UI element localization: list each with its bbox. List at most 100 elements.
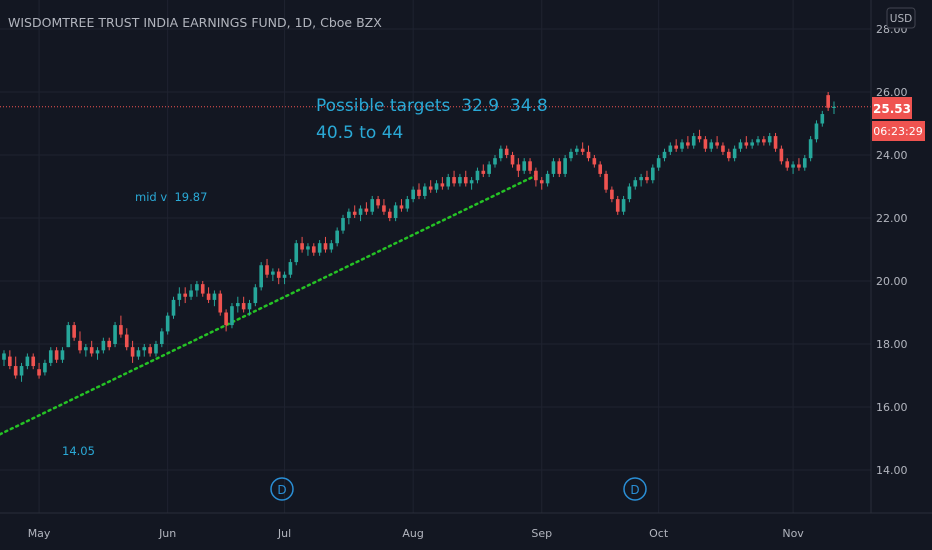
candle[interactable] [95,347,100,360]
candle[interactable] [142,344,147,357]
candle[interactable] [586,145,591,162]
candle[interactable] [662,148,667,162]
candle[interactable] [522,158,527,174]
candle[interactable] [417,183,421,200]
targets-annotation-line1[interactable]: Possible targets 32.9 34.8 [316,96,548,116]
candle[interactable] [212,290,217,307]
candle[interactable] [732,145,737,162]
candle[interactable] [516,158,521,178]
candle[interactable] [119,315,123,338]
candle[interactable] [306,243,310,256]
candle[interactable] [31,353,36,370]
candle[interactable] [259,262,263,291]
candle[interactable] [352,205,357,218]
candle[interactable] [195,281,199,297]
candle[interactable] [358,205,363,222]
candle[interactable] [528,158,532,174]
candle[interactable] [206,287,211,304]
candle[interactable] [282,271,287,285]
candle[interactable] [189,284,193,300]
candle[interactable] [715,136,719,149]
candle[interactable] [674,139,678,152]
candle[interactable] [814,120,819,143]
candle[interactable] [84,344,88,357]
candle[interactable] [580,142,585,155]
candle[interactable] [107,337,112,351]
candle[interactable] [639,173,643,187]
candle[interactable] [411,186,415,203]
candle[interactable] [458,173,462,187]
candle[interactable] [744,136,749,149]
candle[interactable] [440,177,445,190]
targets-annotation-line2[interactable]: 40.5 to 44 [316,123,403,143]
candle[interactable] [633,177,638,190]
candle[interactable] [382,199,386,215]
candle[interactable] [627,183,632,203]
candle[interactable] [446,173,451,190]
candle[interactable] [101,337,106,354]
candle[interactable] [288,258,293,278]
candle[interactable] [680,139,684,152]
candle[interactable] [113,321,117,348]
candle[interactable] [317,240,322,256]
candle[interactable] [247,299,252,316]
candle[interactable] [154,340,158,357]
candle[interactable] [738,139,743,152]
candles[interactable] [2,92,836,382]
dividend-marker-sep[interactable]: D [623,477,647,501]
candle[interactable] [276,268,281,285]
candle[interactable] [598,161,603,178]
candle[interactable] [575,145,579,155]
candle[interactable] [534,167,538,187]
candle[interactable] [300,236,304,253]
candle[interactable] [399,199,404,212]
candle[interactable] [691,132,696,149]
dividend-marker-circle[interactable] [270,477,294,501]
dividend-marker-circle[interactable] [623,477,647,501]
candle[interactable] [393,202,398,222]
candle[interactable] [8,350,12,370]
candle[interactable] [499,145,503,162]
candle[interactable] [750,139,754,149]
trendline-path[interactable] [0,174,538,436]
candle[interactable] [37,362,41,379]
candle[interactable] [89,340,94,357]
candle[interactable] [539,177,544,190]
candle[interactable] [762,136,766,146]
candle[interactable] [726,148,731,162]
candle[interactable] [767,132,772,146]
price-axis-panel[interactable] [871,0,932,513]
candle[interactable] [469,177,474,190]
candle[interactable] [294,240,299,266]
candle[interactable] [610,186,614,203]
candle[interactable] [615,195,620,215]
candle[interactable] [253,284,258,307]
candle[interactable] [452,170,456,187]
candle[interactable] [323,236,328,253]
candle[interactable] [428,180,433,193]
candle[interactable] [703,136,708,152]
candle[interactable] [487,161,491,178]
candle[interactable] [621,195,626,215]
candle[interactable] [791,161,795,174]
candle[interactable] [808,136,813,162]
candle[interactable] [235,296,240,313]
candle[interactable] [218,290,223,316]
candle[interactable] [148,344,152,357]
candle[interactable] [504,145,509,159]
candle[interactable] [545,170,550,187]
candle[interactable] [171,296,176,319]
candle[interactable] [376,195,380,209]
candle[interactable] [405,195,410,212]
candle[interactable] [265,258,269,278]
candle[interactable] [779,145,784,165]
candle[interactable] [72,321,76,341]
candle[interactable] [551,158,556,178]
candle[interactable] [563,155,567,178]
candle[interactable] [645,170,649,184]
candle[interactable] [2,350,6,367]
candle[interactable] [721,142,725,155]
candle[interactable] [43,359,47,376]
candle[interactable] [463,170,468,187]
